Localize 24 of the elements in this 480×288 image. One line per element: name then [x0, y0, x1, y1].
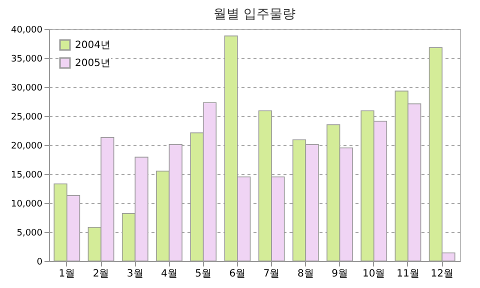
legend-label: 2005년: [75, 58, 110, 69]
legend-label: 2004년: [75, 40, 110, 51]
y-tick-label: 25,000: [11, 112, 43, 122]
x-tick-label: 3월: [126, 268, 144, 280]
y-tick-label: 5,000: [16, 228, 43, 238]
x-tick-label: 5월: [195, 268, 212, 280]
x-tick-label: 10월: [362, 268, 386, 280]
y-tick-label: 20,000: [11, 142, 43, 152]
y-tick-label: 0: [36, 258, 43, 268]
y-tick-label: 35,000: [11, 54, 43, 64]
y-tick-label: 15,000: [11, 170, 43, 180]
x-tick-label: 11월: [396, 268, 420, 280]
x-tick-label: 1월: [58, 268, 76, 280]
x-tick-label: 9월: [332, 268, 348, 280]
y-tick-label: 40,000: [11, 26, 43, 36]
x-tick-label: 2월: [92, 268, 110, 280]
chart-title: 월별 입주물량: [213, 7, 296, 22]
x-tick-label: 4월: [161, 268, 178, 280]
y-tick-label: 30,000: [11, 84, 43, 94]
x-tick-label: 6월: [229, 268, 246, 280]
x-tick-label: 8월: [297, 268, 314, 280]
x-tick-label: 12월: [430, 268, 454, 280]
x-tick-label: 7월: [263, 268, 280, 280]
y-tick-label: 10,000: [11, 200, 43, 210]
